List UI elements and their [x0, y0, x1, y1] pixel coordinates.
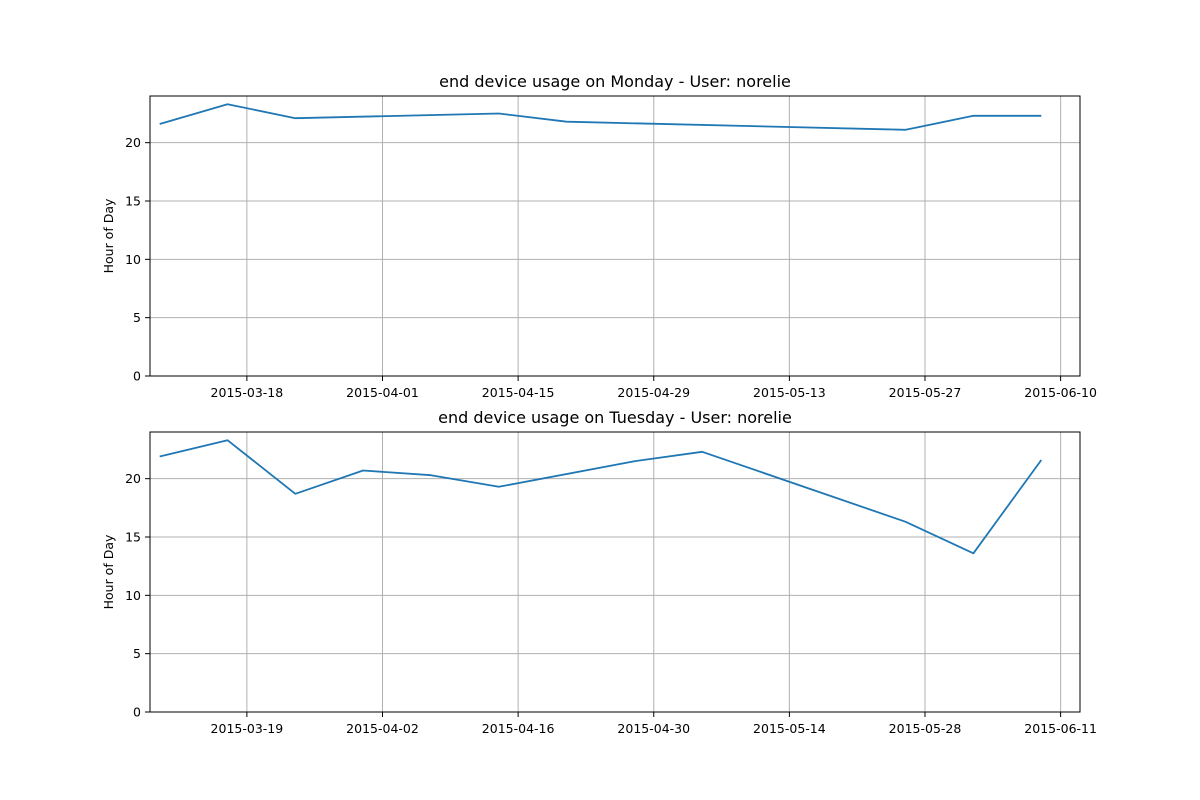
- y-tick-label: 0: [133, 705, 141, 720]
- x-tick-label: 2015-05-28: [889, 721, 962, 736]
- axes-frame: [149, 95, 1081, 377]
- chart-title: end device usage on Monday - User: norel…: [439, 72, 791, 91]
- x-tick-label: 2015-03-19: [211, 721, 284, 736]
- chart-tuesday: 2015-03-19 2015-04-02 2015-04-16 2015-04-30…: [101, 408, 1097, 736]
- y-axis-label: Hour of Day: [101, 198, 116, 273]
- x-tick-label: 2015-04-02: [346, 721, 419, 736]
- x-tick-label: 2015-05-13: [753, 385, 826, 400]
- x-tick-label: 2015-06-11: [1024, 721, 1097, 736]
- x-tick-label: 2015-04-29: [617, 385, 690, 400]
- series-line: [159, 439, 1043, 555]
- axes-frame: [149, 431, 1081, 713]
- y-tick-label: 20: [125, 135, 141, 150]
- y-tick-label: 15: [125, 530, 141, 545]
- x-tick-label: 2015-04-01: [346, 385, 419, 400]
- series-line: [159, 103, 1042, 131]
- x-tick-label: 2015-05-14: [753, 721, 826, 736]
- y-tick-label: 0: [133, 369, 141, 384]
- y-tick-label: 10: [125, 588, 141, 603]
- y-axis-label: Hour of Day: [101, 534, 116, 609]
- x-tick-label: 2015-04-30: [617, 721, 690, 736]
- y-tick-label: 10: [125, 252, 141, 267]
- x-tick-label: 2015-04-16: [482, 721, 555, 736]
- chart-monday: 2015-03-18 2015-04-01 2015-04-15 2015-04-29…: [101, 72, 1097, 400]
- y-tick-label: 5: [133, 310, 141, 325]
- y-tick-label: 20: [125, 471, 141, 486]
- x-tick-label: 2015-06-10: [1024, 385, 1097, 400]
- chart-title: end device usage on Tuesday - User: nore…: [438, 408, 792, 427]
- x-tick-label: 2015-03-18: [211, 385, 284, 400]
- y-tick-label: 15: [125, 194, 141, 209]
- x-tick-label: 2015-04-15: [482, 385, 555, 400]
- x-tick-label: 2015-05-27: [889, 385, 962, 400]
- y-tick-label: 5: [133, 646, 141, 661]
